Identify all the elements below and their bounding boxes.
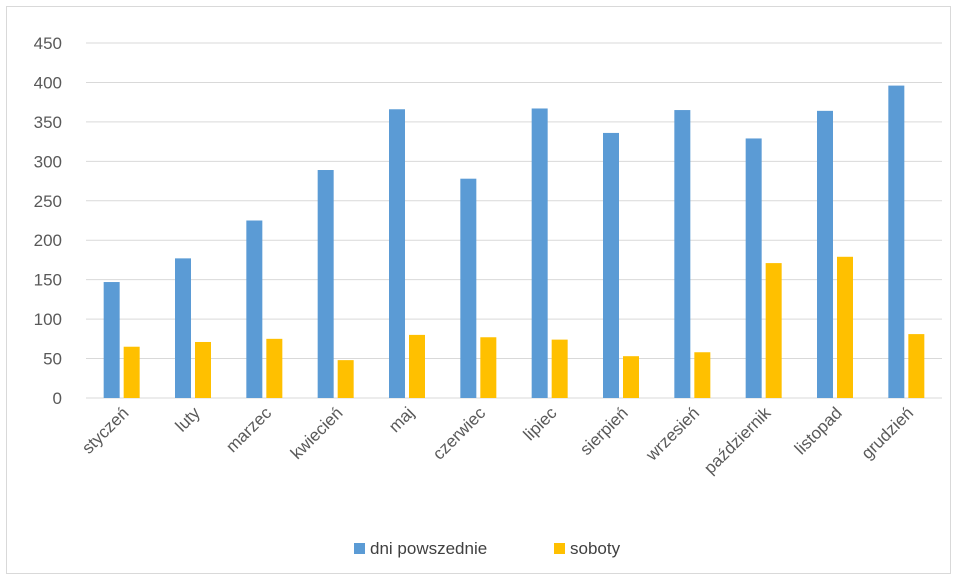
bar-soboty-3 bbox=[337, 360, 354, 398]
bar-soboty-5 bbox=[480, 337, 497, 398]
x-tick-label: kwiecień bbox=[287, 403, 347, 463]
bar-dni-powszednie-0 bbox=[103, 282, 120, 398]
bar-soboty-11 bbox=[908, 334, 925, 398]
bar-soboty-0 bbox=[123, 346, 140, 398]
x-tick-label: lipiec bbox=[520, 403, 561, 444]
bar-soboty-6 bbox=[551, 339, 568, 398]
y-tick-label: 50 bbox=[43, 350, 62, 369]
bar-dni-powszednie-6 bbox=[531, 108, 548, 398]
y-tick-label: 300 bbox=[34, 152, 62, 171]
bar-soboty-8 bbox=[694, 352, 711, 398]
x-tick-label: styczeń bbox=[78, 403, 132, 457]
y-tick-label: 250 bbox=[34, 192, 62, 211]
y-tick-label: 350 bbox=[34, 113, 62, 132]
y-tick-label: 150 bbox=[34, 271, 62, 290]
y-tick-label: 100 bbox=[34, 310, 62, 329]
bar-soboty-9 bbox=[765, 263, 782, 398]
legend-swatch-dni-powszednie bbox=[354, 543, 365, 554]
bar-dni-powszednie-2 bbox=[246, 220, 263, 398]
legend-label: soboty bbox=[570, 539, 621, 558]
x-tick-label: październik bbox=[700, 403, 775, 478]
bar-dni-powszednie-3 bbox=[317, 170, 334, 398]
bar-soboty-10 bbox=[837, 256, 853, 398]
bar-dni-powszednie-10 bbox=[817, 110, 833, 398]
x-tick-label: wrzesień bbox=[642, 403, 704, 465]
x-tick-label: grudzień bbox=[858, 403, 918, 463]
x-tick-label: maj bbox=[385, 403, 418, 436]
bar-dni-powszednie-5 bbox=[460, 178, 477, 398]
x-tick-label: marzec bbox=[222, 403, 275, 456]
chart-frame bbox=[6, 6, 951, 574]
legend: dni powszednie soboty bbox=[354, 539, 621, 558]
bar-dni-powszednie-7 bbox=[603, 132, 619, 398]
y-tick-label: 0 bbox=[53, 389, 62, 408]
y-tick-label: 200 bbox=[34, 231, 62, 250]
gridlines bbox=[86, 42, 942, 399]
legend-swatch-soboty bbox=[554, 543, 565, 554]
y-axis-ticks: 0 50 100 150 200 250 300 350 400 450 bbox=[34, 34, 62, 408]
bars bbox=[103, 85, 925, 399]
bar-dni-powszednie-9 bbox=[745, 138, 762, 398]
bar-dni-powszednie-11 bbox=[888, 85, 905, 398]
bar-dni-powszednie-8 bbox=[674, 110, 691, 399]
bar-dni-powszednie-1 bbox=[175, 258, 191, 398]
x-tick-label: listopad bbox=[791, 403, 846, 458]
x-tick-label: czerwiec bbox=[429, 403, 490, 464]
x-tick-label: luty bbox=[172, 403, 204, 435]
bar-soboty-4 bbox=[409, 334, 425, 398]
bar-soboty-1 bbox=[195, 341, 211, 398]
bar-soboty-2 bbox=[266, 338, 283, 398]
y-tick-label: 400 bbox=[34, 73, 62, 92]
x-axis-ticks: styczeń luty marzec kwiecień maj czerwiec lipi… bbox=[78, 403, 917, 478]
y-tick-label: 450 bbox=[34, 34, 62, 53]
bar-soboty-7 bbox=[623, 356, 639, 398]
legend-label: dni powszednie bbox=[370, 539, 487, 558]
bar-dni-powszednie-4 bbox=[389, 109, 405, 399]
x-tick-label: sierpień bbox=[576, 403, 632, 459]
